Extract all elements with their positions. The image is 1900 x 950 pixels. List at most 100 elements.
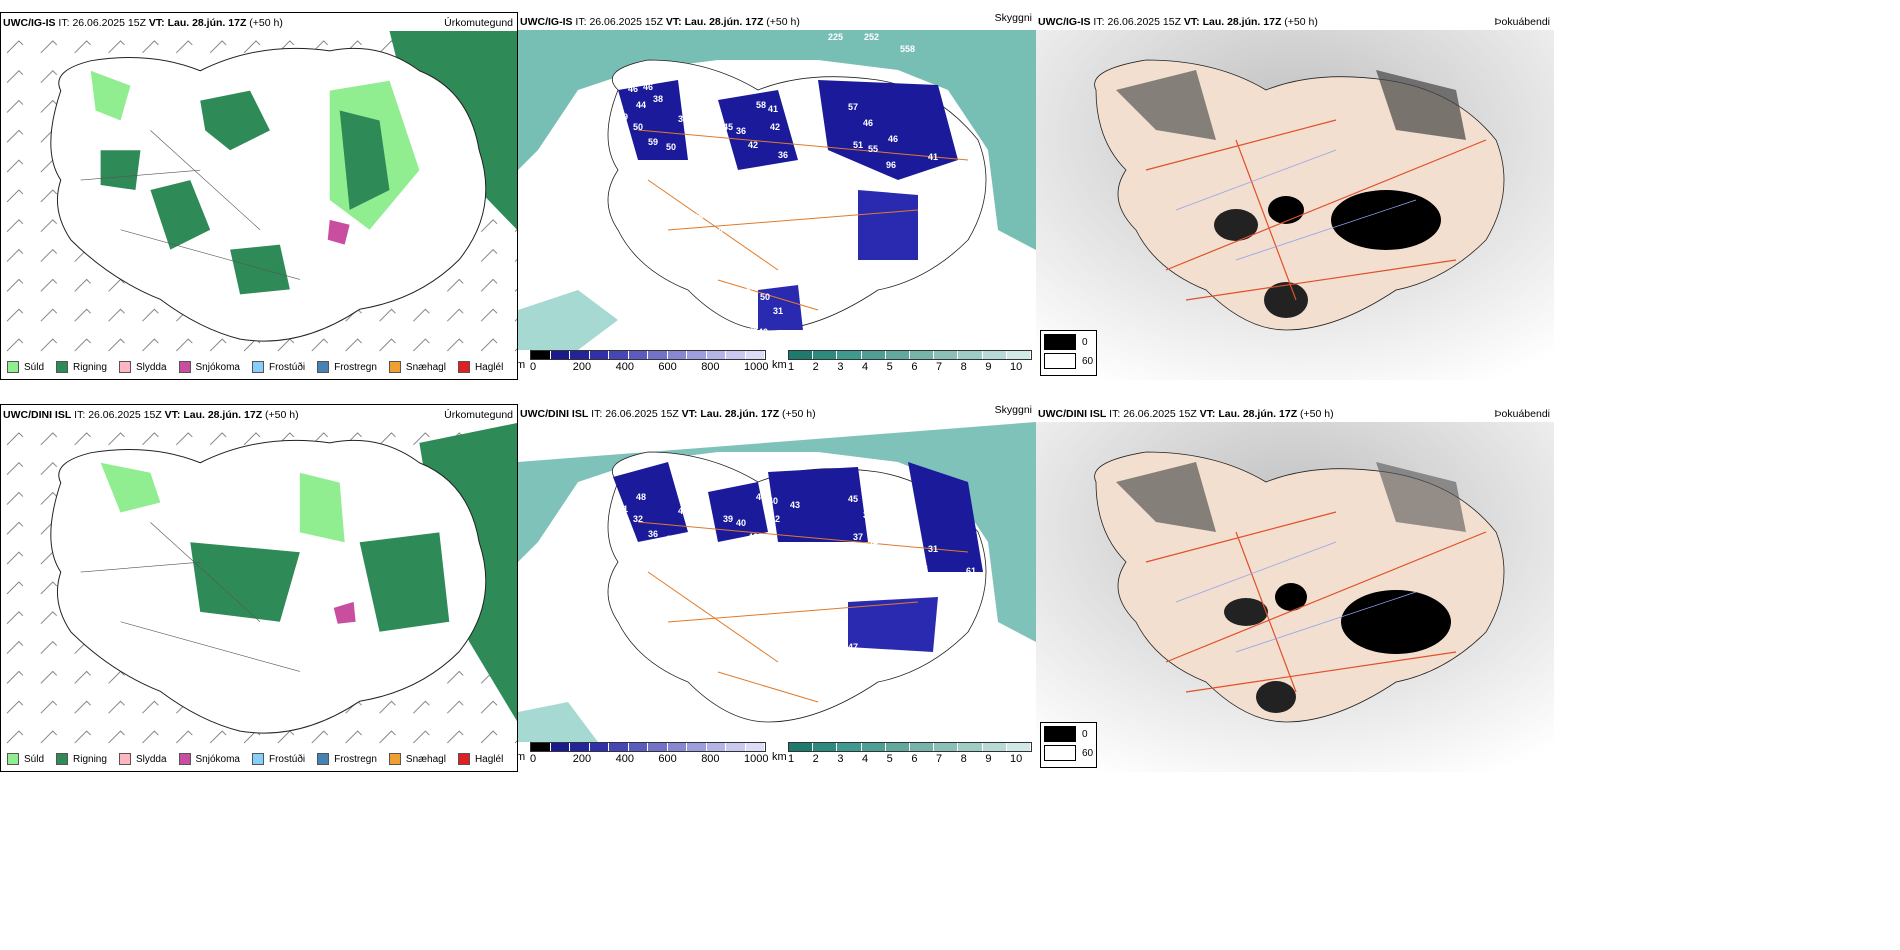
- legend-item: Frostregn: [317, 753, 377, 765]
- cloud-base-value: 49: [668, 160, 678, 170]
- colorbar-segment: [861, 351, 886, 359]
- legend-swatch: [118, 753, 131, 765]
- offshore-value: 225: [828, 32, 843, 42]
- cloud-base-value: 46: [628, 84, 638, 94]
- colorbar-segment: [982, 351, 1007, 359]
- colorbar-segment: [837, 743, 862, 751]
- offshore-value: 558: [900, 44, 915, 54]
- cloud-base-value: 58: [756, 100, 766, 110]
- colorbar-tick-label: 1: [788, 361, 795, 373]
- cloud-base-value: 61: [796, 562, 806, 572]
- colorbar-tick-label: 9: [985, 361, 992, 373]
- cloud-base-value: 40: [736, 518, 746, 528]
- cloud-base-value: 45: [790, 108, 800, 118]
- cloud-map: 46 46 38 44 49 50 34 59 50 49 49 45 36 42 58 41 42 45 36 72…: [518, 30, 1036, 350]
- fog-legend-row: 60: [1044, 353, 1093, 369]
- cloud-base-value: 48: [886, 552, 896, 562]
- colorbar-segment: [570, 743, 590, 751]
- cloud-base-value: 41: [618, 504, 628, 514]
- colorbar-segment: [982, 743, 1007, 751]
- colorbar-tick-label: 800: [701, 361, 720, 373]
- panel-title: Úrkomutegund: [444, 409, 513, 421]
- cloud-base-value: 42: [770, 122, 780, 132]
- colorbar-segment: [550, 351, 570, 359]
- precip-type-legend: Súld Rigning Slydda Snjókoma Frostúði Fr…: [7, 361, 503, 373]
- cloud-base-value: 34: [678, 114, 688, 124]
- fog-legend: 0 60: [1040, 722, 1098, 768]
- colorbar-segment: [550, 743, 570, 751]
- colorbar-segment: [837, 351, 862, 359]
- fog-swatch: [1044, 334, 1076, 350]
- legend-item: Haglél: [457, 753, 503, 765]
- cloud-base-value: 62: [713, 227, 723, 237]
- cloud-base-value: 52: [918, 172, 928, 182]
- cloud-base-value: 57: [848, 102, 858, 112]
- colorbar-tick-label: 600: [658, 361, 677, 373]
- fog-panel-row2: UWC/DINI ISL IT: 26.06.2025 15Z VT: Lau.…: [1036, 404, 1554, 772]
- cloud-base-value: 70: [778, 542, 788, 552]
- colorbar-tick-label: 7: [936, 753, 943, 765]
- legend-item: Slydda: [118, 753, 167, 765]
- panel-header: UWC/DINI ISL IT: 26.06.2025 15Z VT: Lau.…: [3, 409, 299, 421]
- visibility-colorbar: km 1 2 3 4 5 6 7 8 9 10: [772, 742, 1032, 766]
- colorbar-tick-label: 0: [530, 361, 537, 373]
- colorbar-tick-label: 8: [960, 361, 967, 373]
- cloud-base-value: 36: [778, 150, 788, 160]
- colorbar-tick-label: 400: [615, 361, 634, 373]
- cloud-base-value: 43: [886, 656, 896, 666]
- cloud-base-value: 41: [756, 492, 766, 502]
- colorbar-tick-label: 0: [530, 753, 537, 765]
- cloud-base-value: 45: [723, 122, 733, 132]
- colorbar-segment: [745, 351, 765, 359]
- fog-swatch: [1044, 745, 1076, 761]
- cloud-base-value: 36: [648, 529, 658, 539]
- cloud-base-value: 41: [768, 104, 778, 114]
- colorbar-tick-label: 2: [812, 361, 819, 373]
- colorbar-segment: [667, 351, 687, 359]
- colorbar-tick-label: 6: [911, 753, 918, 765]
- precip-panel-row2: UWC/DINI ISL IT: 26.06.2025 15Z VT: Lau.…: [0, 404, 518, 772]
- precip-map: [1, 423, 517, 747]
- cloud-base-value: 76: [918, 564, 928, 574]
- cloud-base-value: 46: [678, 506, 688, 516]
- colorbar-tick-label: 600: [658, 753, 677, 765]
- cloud-base-value: 40: [758, 327, 768, 337]
- visibility-tick-labels: 1 2 3 4 5 6 7 8 9 10: [788, 752, 1032, 766]
- colorbar-segment: [934, 743, 959, 751]
- colorbar-segment: [861, 743, 886, 751]
- colorbar-tick-label: 200: [572, 361, 592, 373]
- colorbar-tick-label: 5: [886, 753, 893, 765]
- colorbar-segment: [609, 743, 629, 751]
- colorbar-segment: [958, 743, 983, 751]
- legend-swatch: [118, 361, 131, 373]
- cloud-base-value: 51: [838, 220, 848, 230]
- cloud-base-value: 52: [958, 202, 968, 212]
- offshore-value: 252: [864, 32, 879, 42]
- ceiling-tick-labels: 0 200 400 600 800 1000: [530, 360, 768, 374]
- legend-item: Rigning: [56, 753, 107, 765]
- cloud-base-value: 52: [668, 552, 678, 562]
- colorbar-segment: [910, 351, 935, 359]
- cloud-base-value: 49: [618, 112, 628, 122]
- colorbar-segment: [885, 743, 911, 751]
- colorbar-tick-label: 10: [1010, 361, 1023, 373]
- fog-legend-row: 0: [1044, 726, 1093, 742]
- colorbar-segment: [628, 351, 648, 359]
- colorbar-segment: [706, 743, 726, 751]
- cloud-base-value: 42: [868, 536, 878, 546]
- cloud-base-value: 46: [808, 267, 818, 277]
- legend-item: Frostúði: [251, 361, 305, 373]
- cloud-base-value: 31: [773, 306, 783, 316]
- colorbar-segment: [789, 743, 814, 751]
- legend-item: Snjókoma: [178, 361, 240, 373]
- cloud-map: 48 41 32 46 36 66 52 46 39 40 42 41 40 42 43 70 61 45 33 37…: [518, 422, 1036, 742]
- colorbar-segment: [745, 743, 765, 751]
- colorbar-segment: [706, 351, 726, 359]
- cloud-base-value: 42: [748, 532, 758, 542]
- colorbar-tick-label: 10: [1010, 753, 1023, 765]
- ceiling-unit: m: [518, 359, 526, 371]
- legend-item: Slydda: [118, 361, 167, 373]
- cloud-base-value: 66: [666, 534, 676, 544]
- colorbar-segment: [958, 351, 983, 359]
- ceiling-colorbar-strip: [530, 742, 766, 752]
